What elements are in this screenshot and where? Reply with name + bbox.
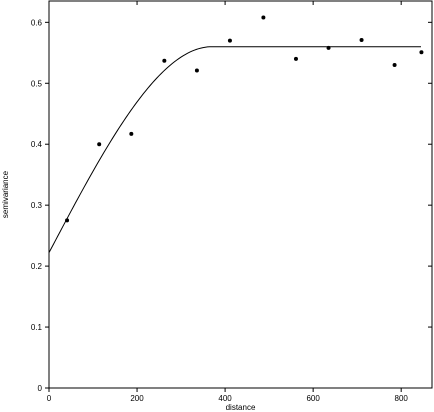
plot-frame	[48, 0, 433, 389]
data-point	[261, 15, 266, 20]
y-tick-label: 0.3	[31, 201, 43, 210]
data-point	[326, 45, 331, 50]
y-tick-label: 0	[38, 384, 43, 393]
data-point	[162, 58, 167, 63]
x-axis-label: distance	[226, 403, 256, 412]
y-tick-label: 0.2	[31, 262, 43, 271]
x-tick-label: 400	[218, 394, 232, 403]
y-tick-label: 0.1	[31, 323, 43, 332]
data-point	[65, 218, 70, 223]
y-tick-label: 0.4	[31, 140, 43, 149]
plot-area: 0 200 400 600 800 0 0.1 0.2 0.3 0.4 0.5 0.6	[31, 0, 433, 403]
data-point	[392, 62, 397, 67]
data-point	[293, 56, 298, 61]
y-tick-label: 0.6	[31, 18, 43, 27]
data-point	[227, 38, 232, 43]
x-tick-label: 0	[47, 394, 52, 403]
data-point	[97, 142, 102, 147]
data-point	[359, 38, 364, 43]
x-tick-label: 600	[306, 394, 320, 403]
y-tick-label: 0.5	[31, 79, 43, 88]
data-point	[419, 50, 424, 55]
x-tick-label: 800	[395, 394, 409, 403]
x-tick-label: 200	[130, 394, 144, 403]
data-point	[194, 68, 199, 73]
model-curve	[48, 46, 421, 253]
data-point	[129, 131, 134, 136]
y-axis-label: semivariance	[1, 170, 10, 218]
